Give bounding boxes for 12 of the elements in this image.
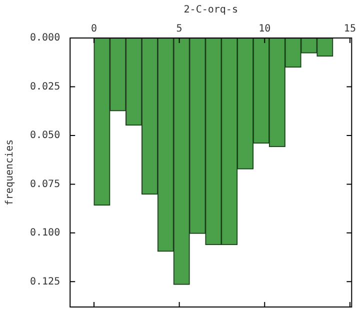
x-tick-label: 10	[258, 24, 271, 35]
x-tick-label: 5	[176, 24, 182, 35]
y-tick-label: 0.125	[30, 276, 60, 288]
x-tick-label: 0	[90, 24, 98, 35]
y-tick-label: 0.100	[30, 228, 60, 239]
y-tick-label: 0.050	[30, 130, 60, 142]
y-tick-label: 0.000	[30, 32, 60, 44]
y-tick-label: 0.025	[30, 81, 60, 92]
x-tick-label: 15	[344, 24, 356, 35]
y-tick-label: 0.075	[30, 178, 60, 190]
y-axis-title: frequencies	[4, 139, 16, 206]
x-axis-title: 2-C-orq-s	[184, 4, 238, 16]
